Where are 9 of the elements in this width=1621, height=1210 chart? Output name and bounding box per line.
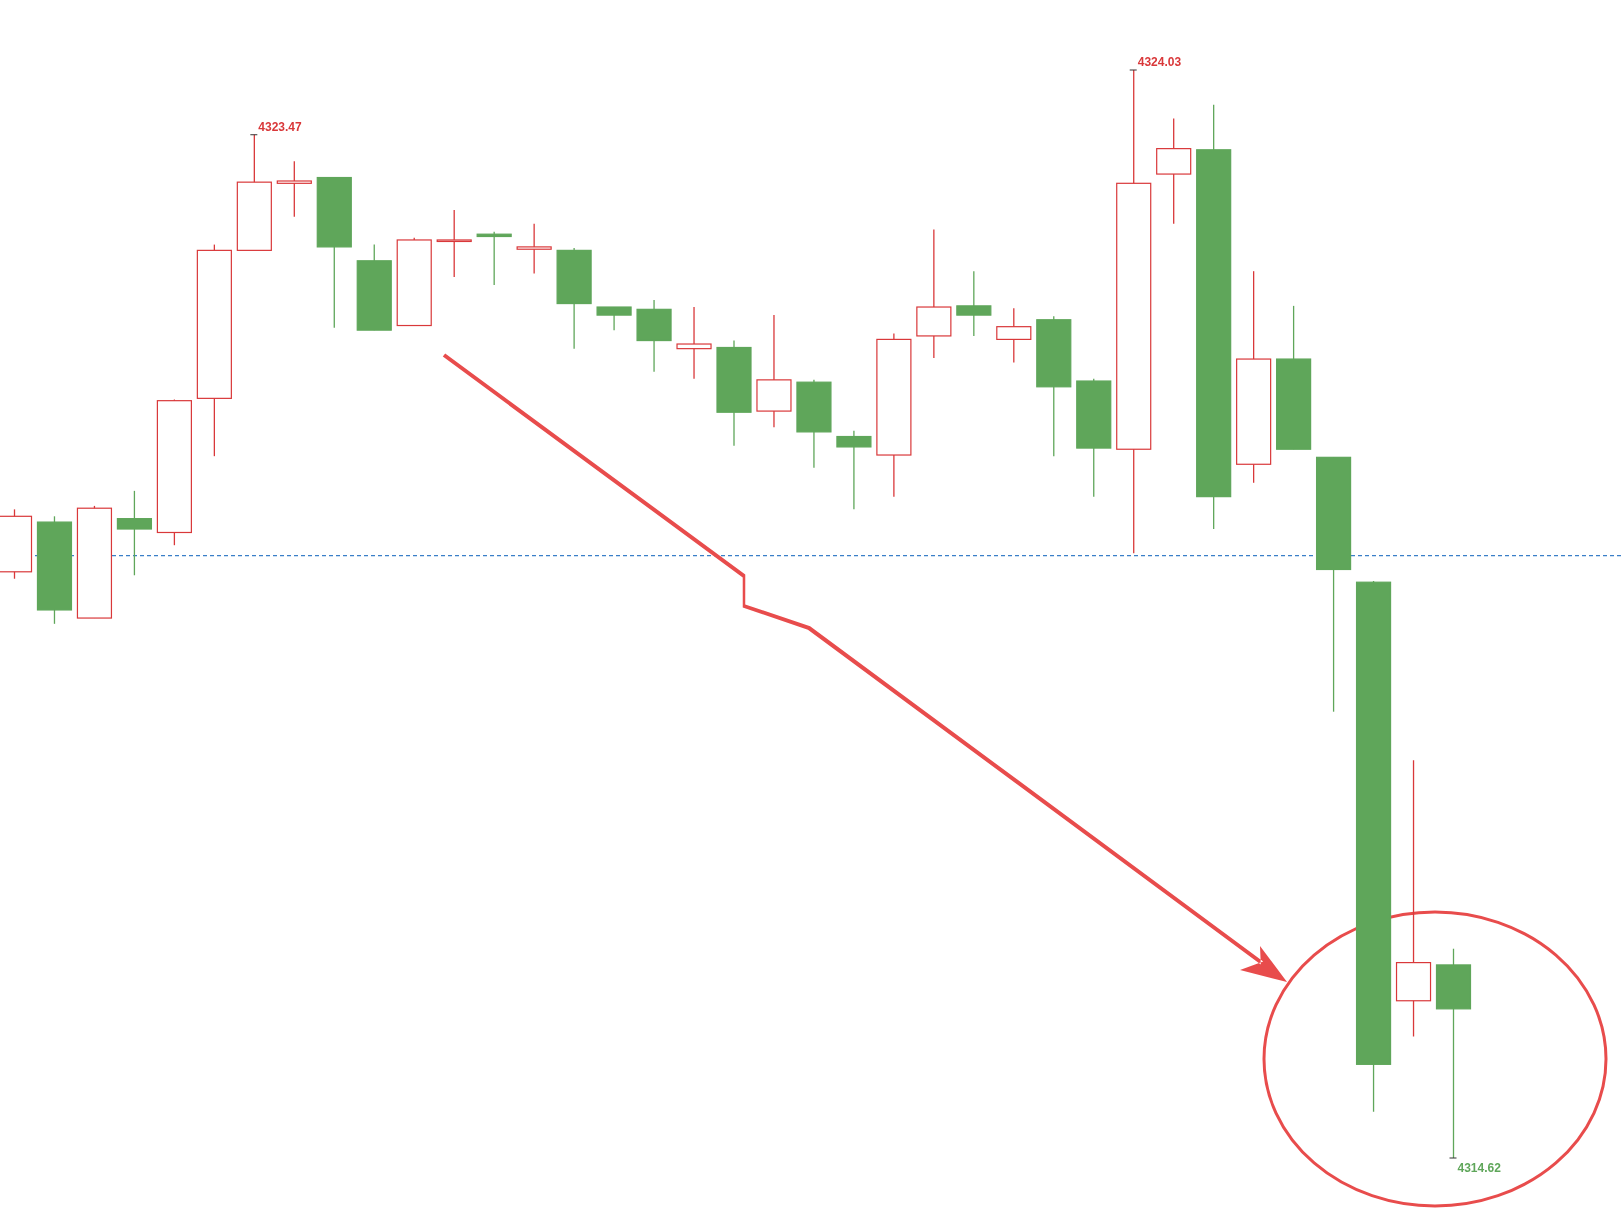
text: 4314.62 (1457, 1161, 1502, 1175)
annotation: 4323.47 (258, 119, 303, 134)
text: 4324.03 (1137, 55, 1182, 69)
candlestick (276, 160, 312, 218)
candlestick (676, 306, 712, 380)
candlestick (516, 223, 552, 275)
candlestick (116, 490, 153, 576)
candlestick (956, 270, 992, 337)
candlestick (436, 209, 472, 278)
